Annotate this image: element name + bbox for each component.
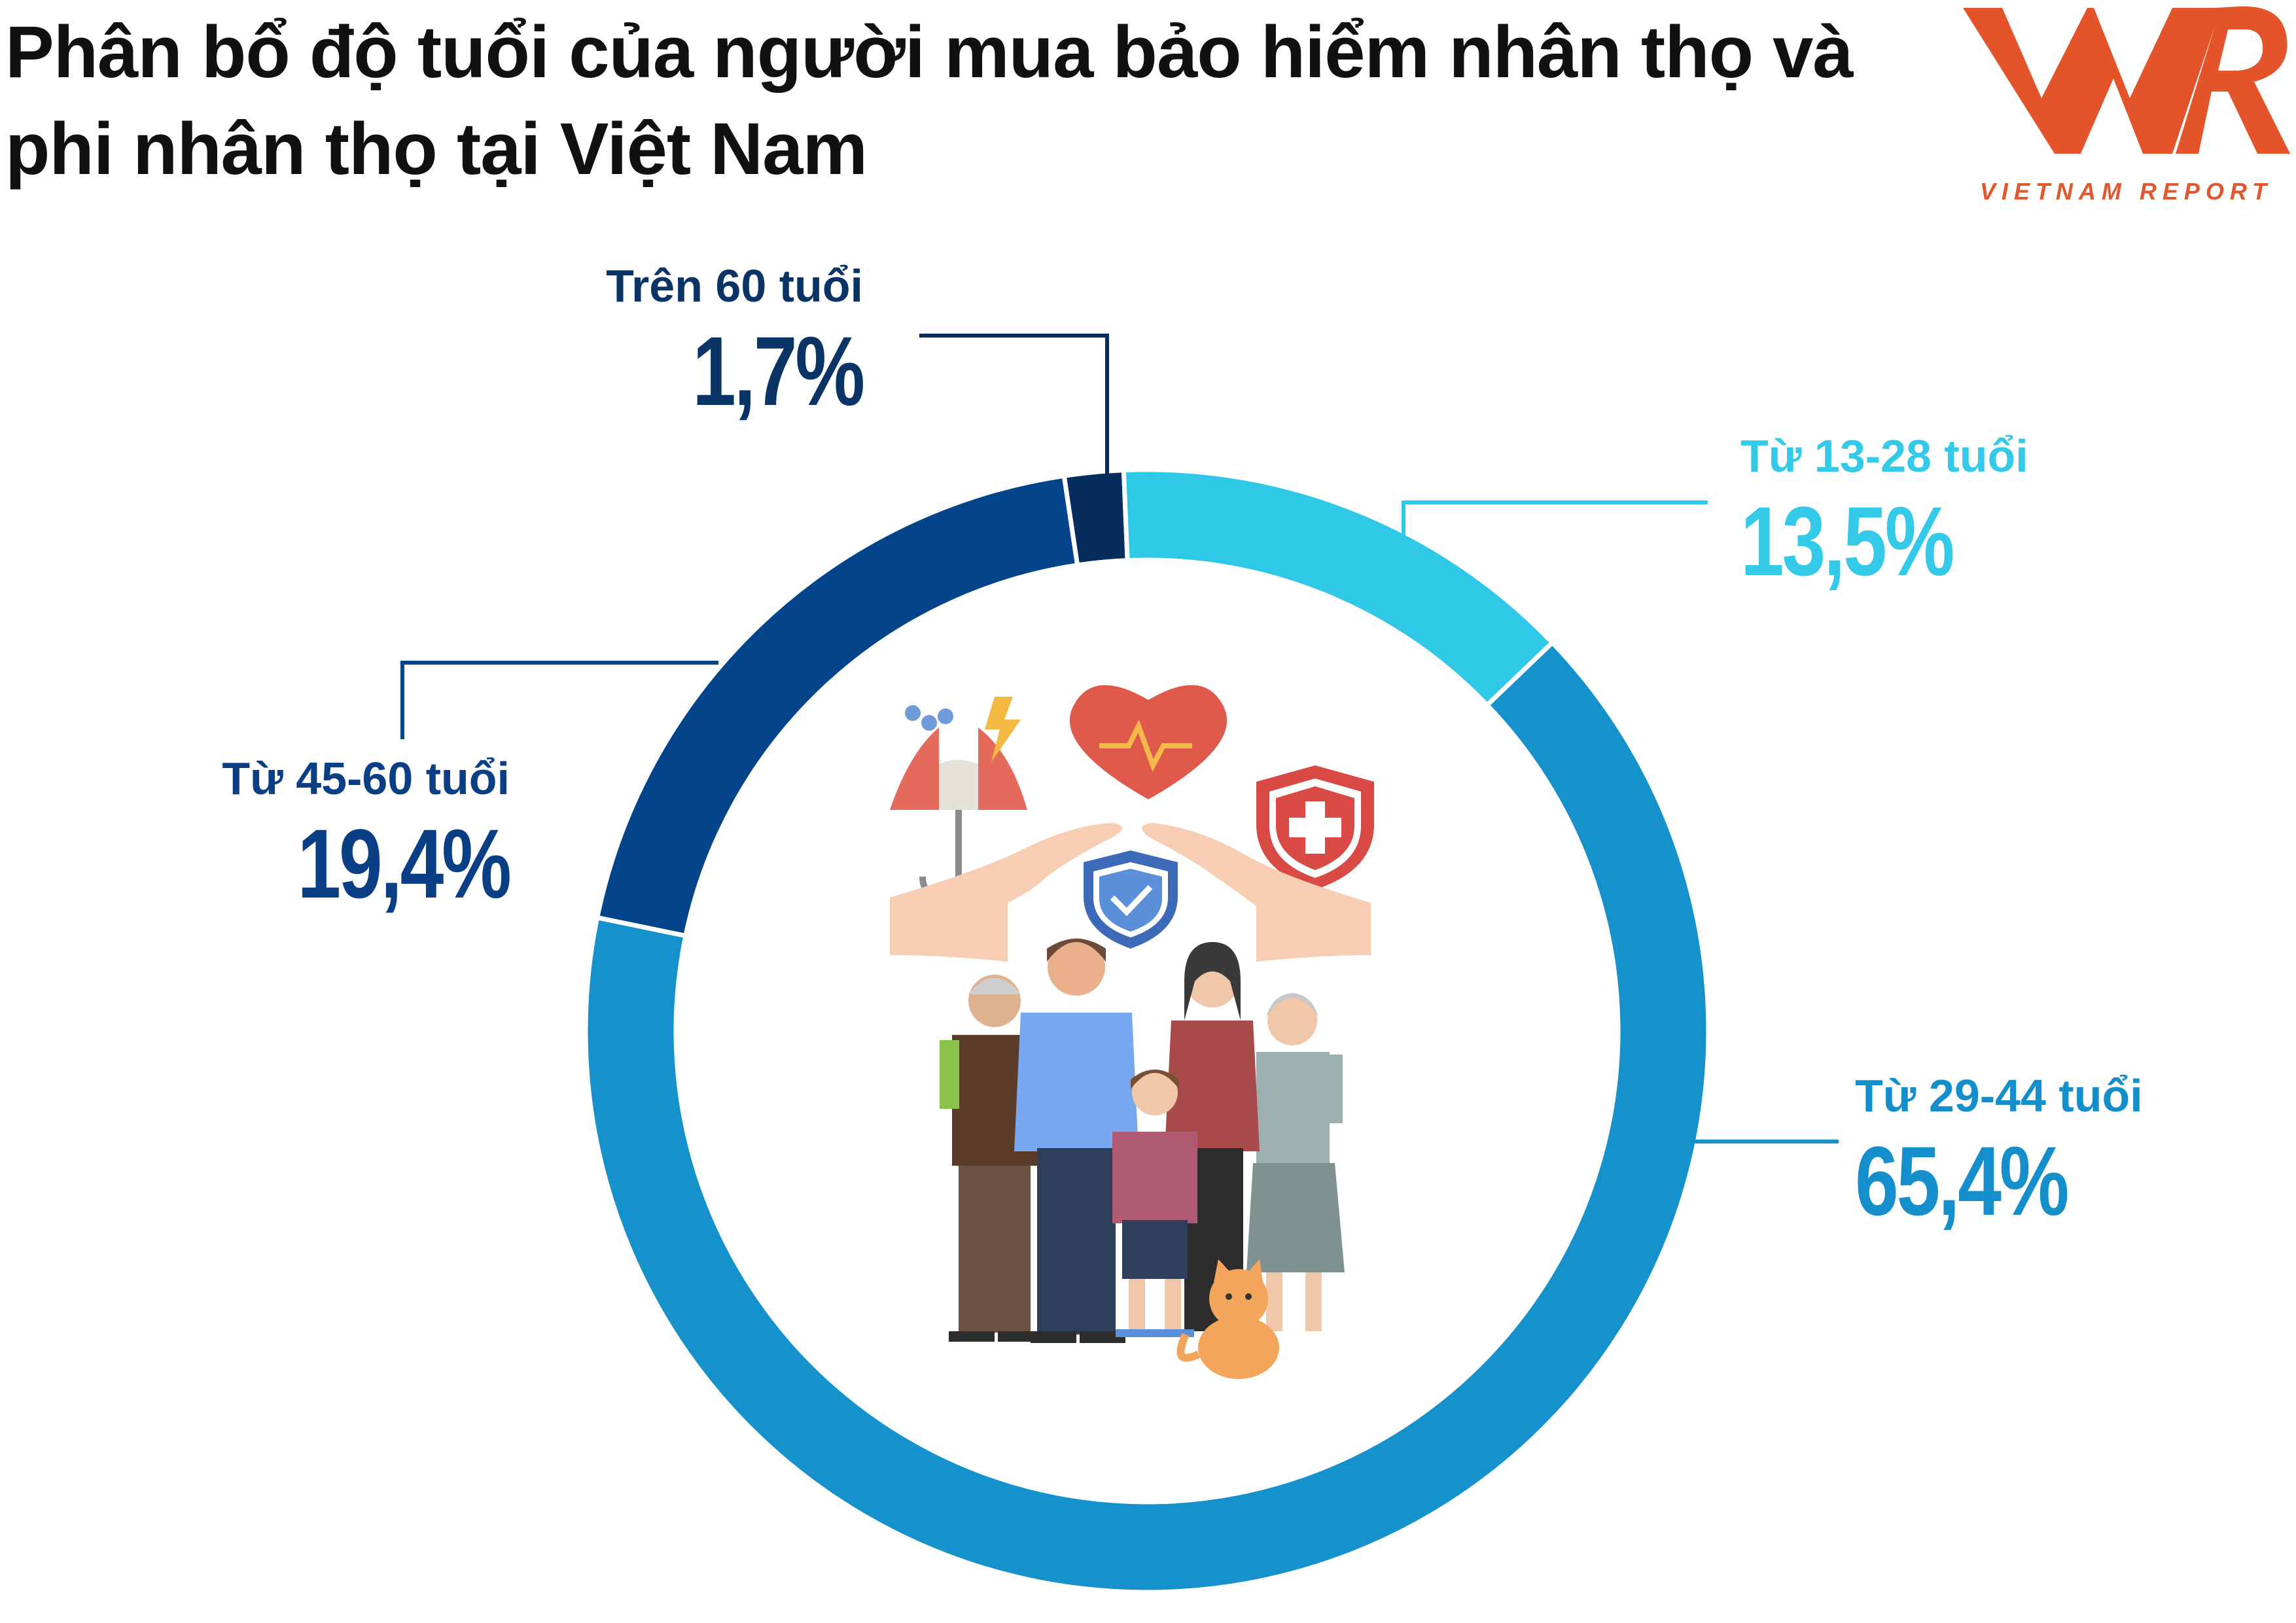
cat-icon	[1176, 1259, 1279, 1379]
label-tren-60: Trên 60 tuổi 1,7%	[606, 256, 865, 427]
category-label: Từ 29-44 tuổi	[1855, 1070, 2143, 1121]
family-insurance-icon	[890, 685, 1374, 1379]
label-tu-29-44: Từ 29-44 tuổi 65,4%	[1855, 1066, 2143, 1236]
category-label: Trên 60 tuổi	[606, 260, 863, 311]
slice-tu-13-28	[1121, 467, 1556, 708]
leader-line-tu-45-60	[400, 661, 718, 739]
leader-lines	[400, 334, 1839, 1143]
vietnam-report-logo	[1963, 6, 2290, 154]
medical-shield-icon	[1256, 765, 1374, 890]
category-label: Từ 45-60 tuổi	[222, 753, 510, 804]
donut-slices	[583, 467, 1711, 1595]
value-label: 65,4%	[1855, 1126, 2069, 1236]
child-icon	[1112, 1070, 1197, 1337]
page-title: Phân bổ độ tuổi của người mua bảo hiểm n…	[5, 11, 1854, 190]
father-icon	[1014, 938, 1139, 1343]
logo-mark	[1963, 6, 2290, 154]
label-tu-45-60: Từ 45-60 tuổi 19,4%	[222, 749, 512, 919]
grandmother-icon	[1246, 993, 1345, 1331]
heart-icon	[1069, 685, 1227, 799]
leader-line-tren-60	[919, 334, 1109, 484]
right-hand-icon	[1142, 823, 1371, 962]
logo-text: VIETNAM REPORT	[1979, 178, 2273, 205]
umbrella-icon	[890, 697, 1027, 899]
category-label: Từ 13-28 tuổi	[1740, 430, 2028, 481]
left-hand-icon	[890, 823, 1122, 962]
check-shield-icon	[1084, 850, 1178, 949]
value-label: 19,4%	[297, 809, 512, 918]
value-label: 13,5%	[1740, 486, 1954, 596]
value-label: 1,7%	[692, 316, 865, 426]
label-tu-13-28: Từ 13-28 tuổi 13,5%	[1740, 427, 2028, 597]
slice-tu-29-44	[583, 639, 1711, 1595]
slice-tu-45-60	[594, 473, 1080, 939]
leader-line-tu-13-28	[1402, 500, 1708, 543]
